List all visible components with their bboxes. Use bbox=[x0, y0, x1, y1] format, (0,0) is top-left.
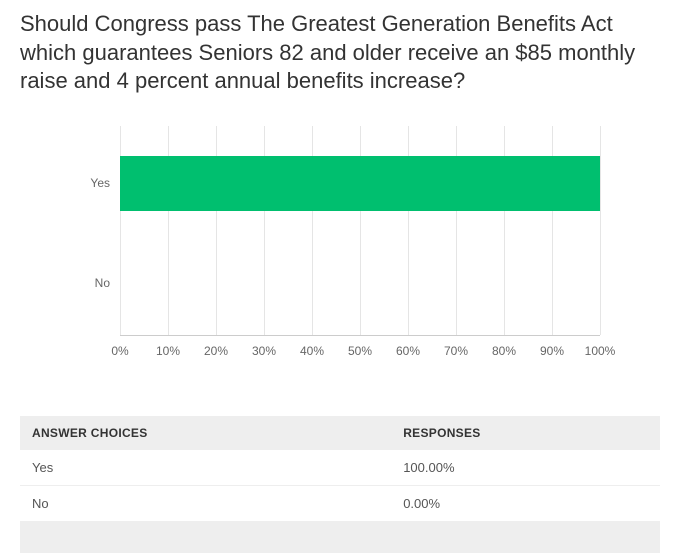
results-table: ANSWER CHOICES RESPONSES Yes100.00%No0.0… bbox=[20, 416, 660, 553]
x-axis: 0%10%20%30%40%50%60%70%80%90%100% bbox=[120, 336, 600, 366]
x-tick-label: 20% bbox=[204, 344, 228, 358]
cell-answer: No bbox=[20, 485, 391, 521]
x-tick-label: 30% bbox=[252, 344, 276, 358]
bar-row bbox=[120, 156, 600, 211]
table-footer-cell bbox=[20, 521, 660, 553]
x-tick-label: 60% bbox=[396, 344, 420, 358]
x-tick-label: 70% bbox=[444, 344, 468, 358]
bar-chart: YesNo 0%10%20%30%40%50%60%70%80%90%100% bbox=[120, 126, 600, 376]
col-header-choices: ANSWER CHOICES bbox=[20, 416, 391, 450]
cell-response: 100.00% bbox=[391, 450, 660, 486]
table-footer-row bbox=[20, 521, 660, 553]
x-tick-label: 10% bbox=[156, 344, 180, 358]
x-tick-label: 80% bbox=[492, 344, 516, 358]
x-tick-label: 40% bbox=[300, 344, 324, 358]
page-title: Should Congress pass The Greatest Genera… bbox=[20, 10, 660, 96]
x-tick-label: 90% bbox=[540, 344, 564, 358]
bar bbox=[120, 156, 600, 211]
cell-response: 0.00% bbox=[391, 485, 660, 521]
bar-row bbox=[120, 256, 600, 311]
y-tick-label: No bbox=[95, 276, 120, 290]
plot-area: YesNo bbox=[120, 126, 600, 336]
table-row: No0.00% bbox=[20, 485, 660, 521]
x-tick-label: 100% bbox=[585, 344, 616, 358]
col-header-responses: RESPONSES bbox=[391, 416, 660, 450]
y-tick-label: Yes bbox=[90, 176, 120, 190]
gridline bbox=[600, 126, 601, 335]
table-header-row: ANSWER CHOICES RESPONSES bbox=[20, 416, 660, 450]
x-tick-label: 50% bbox=[348, 344, 372, 358]
x-tick-label: 0% bbox=[111, 344, 128, 358]
table-row: Yes100.00% bbox=[20, 450, 660, 486]
cell-answer: Yes bbox=[20, 450, 391, 486]
